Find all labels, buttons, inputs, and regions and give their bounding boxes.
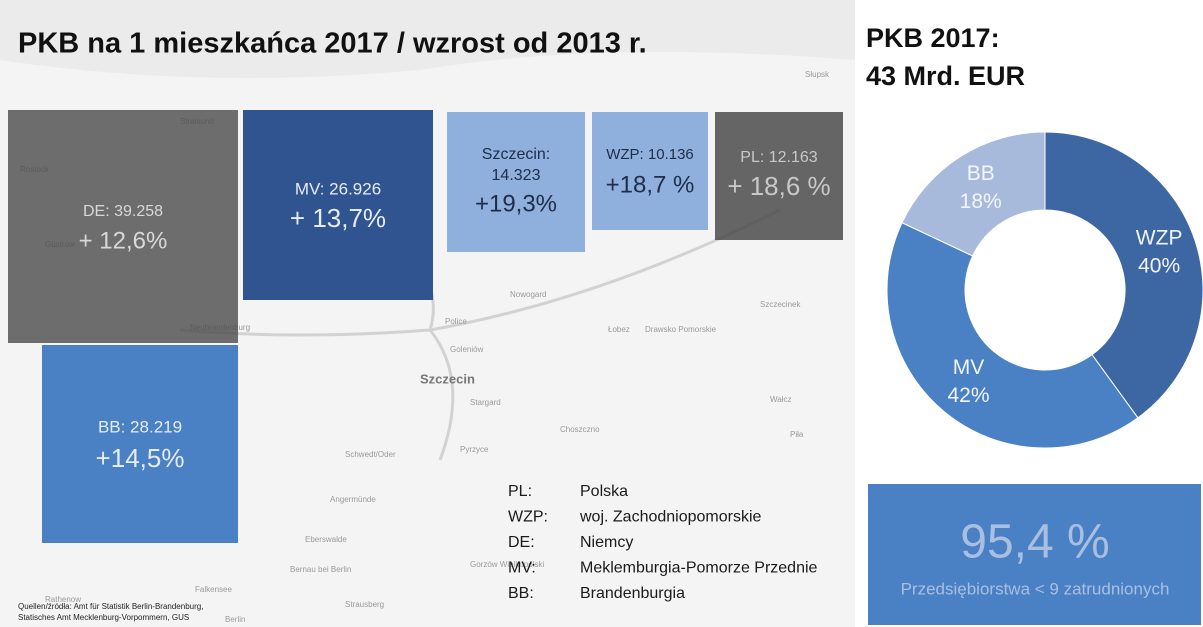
legend-key: PL: <box>508 483 532 500</box>
slice-value: 42% <box>947 384 989 407</box>
map-label: Goleniów <box>450 345 484 354</box>
box-text: + 18,6 % <box>727 171 830 201</box>
map-label: Choszczno <box>560 425 600 434</box>
map-label: Wałcz <box>770 395 791 404</box>
box-text: MV: 26.926 <box>295 179 381 198</box>
box-text: Szczecin: <box>482 146 550 163</box>
stat-caption: Przedsiębiorstwa < 9 zatrudnionych <box>901 579 1170 598</box>
map-label: Piła <box>790 430 804 439</box>
legend: PL: Polska WZP: woj. Zachodniopomorskie DE: N… <box>508 483 818 602</box>
slice-category: MV <box>953 356 985 379</box>
map-label: Schwedt/Oder <box>345 450 396 459</box>
legend-key: MV: <box>508 560 536 577</box>
legend-text: Brandenburgia <box>580 585 685 602</box>
legend-text: woj. Zachodniopomorskie <box>579 509 762 526</box>
map-label: Strausberg <box>345 600 384 609</box>
chart-title: 43 Mrd. EUR <box>866 61 1025 91</box>
box-text: BB: 28.219 <box>98 417 182 436</box>
map-label: Police <box>445 317 467 326</box>
slide-title: PKB na 1 mieszkańca 2017 / wzrost od 201… <box>18 28 647 60</box>
legend-key: WZP: <box>508 509 548 526</box>
map-label: Nowogard <box>510 290 546 299</box>
box-text: 14.323 <box>492 167 541 184</box>
info-box <box>243 110 433 300</box>
slice-value: 18% <box>960 190 1002 213</box>
slice-category: WZP <box>1136 226 1183 249</box>
box-text: +19,3% <box>475 190 557 217</box>
box-text: +18,7 % <box>606 171 695 198</box>
map-label: Łobez <box>608 325 630 334</box>
map-label: Berlin <box>225 615 245 624</box>
slice-value: 40% <box>1138 254 1180 277</box>
box-text: PL: 12.163 <box>740 149 818 166</box>
stat-value: 95,4 % <box>960 516 1109 569</box>
map-label: Falkensee <box>195 585 232 594</box>
info-box <box>8 110 238 343</box>
source: Statisches Amt Mecklenburg-Vorpommern, G… <box>18 613 189 622</box>
map-labels: RostockStralsundGüstrowNeubrandenburgSzc… <box>20 70 830 624</box>
map-label: Słupsk <box>805 70 830 79</box>
map-label: Szczecin <box>420 371 475 386</box>
chart-title: PKB 2017: <box>866 23 1000 53</box>
map-label: Szczecinek <box>760 300 801 309</box>
box-text: + 12,6% <box>79 227 168 254</box>
map-label: Gorzów Wielkopolski <box>470 560 544 569</box>
donut-slice <box>901 131 1046 257</box>
info-box <box>592 112 708 230</box>
map-label: Pyrzyce <box>460 445 489 454</box>
map-label: Angermünde <box>330 495 376 504</box>
map-label: Drawsko Pomorskie <box>645 325 717 334</box>
box-text: + 13,7% <box>290 203 386 233</box>
info-box <box>715 112 843 240</box>
map-label: Bernau bei Berlin <box>290 565 351 574</box>
box-text: DE: 39.258 <box>83 203 163 220</box>
legend-text: Meklemburgia-Pomorze Przednie <box>580 560 818 577</box>
map-label: Stargard <box>470 398 501 407</box>
info-box <box>42 345 238 543</box>
stat-box <box>868 484 1201 625</box>
legend-text: Niemcy <box>580 534 633 551</box>
boxes: DE: 39.258 + 12,6% MV: 26.926 + 13,7% Szczec… <box>8 110 843 543</box>
legend-key: BB: <box>508 585 534 602</box>
donut: WZP 40% MV 42% BB 18% <box>886 131 1203 449</box>
donut-slice <box>886 222 1139 449</box>
source: Quellen/źródła: Amt für Statistik Berlin… <box>18 602 203 611</box>
box-text: +14,5% <box>96 443 185 473</box>
map-label: Eberswalde <box>305 535 347 544</box>
donut-slice <box>1044 131 1203 419</box>
legend-text: Polska <box>580 483 628 500</box>
map-label: Rathenow <box>45 595 81 604</box>
box-text: WZP: 10.136 <box>606 146 694 163</box>
slice-category: BB <box>967 162 995 185</box>
legend-key: DE: <box>508 534 535 551</box>
info-box <box>447 112 585 252</box>
